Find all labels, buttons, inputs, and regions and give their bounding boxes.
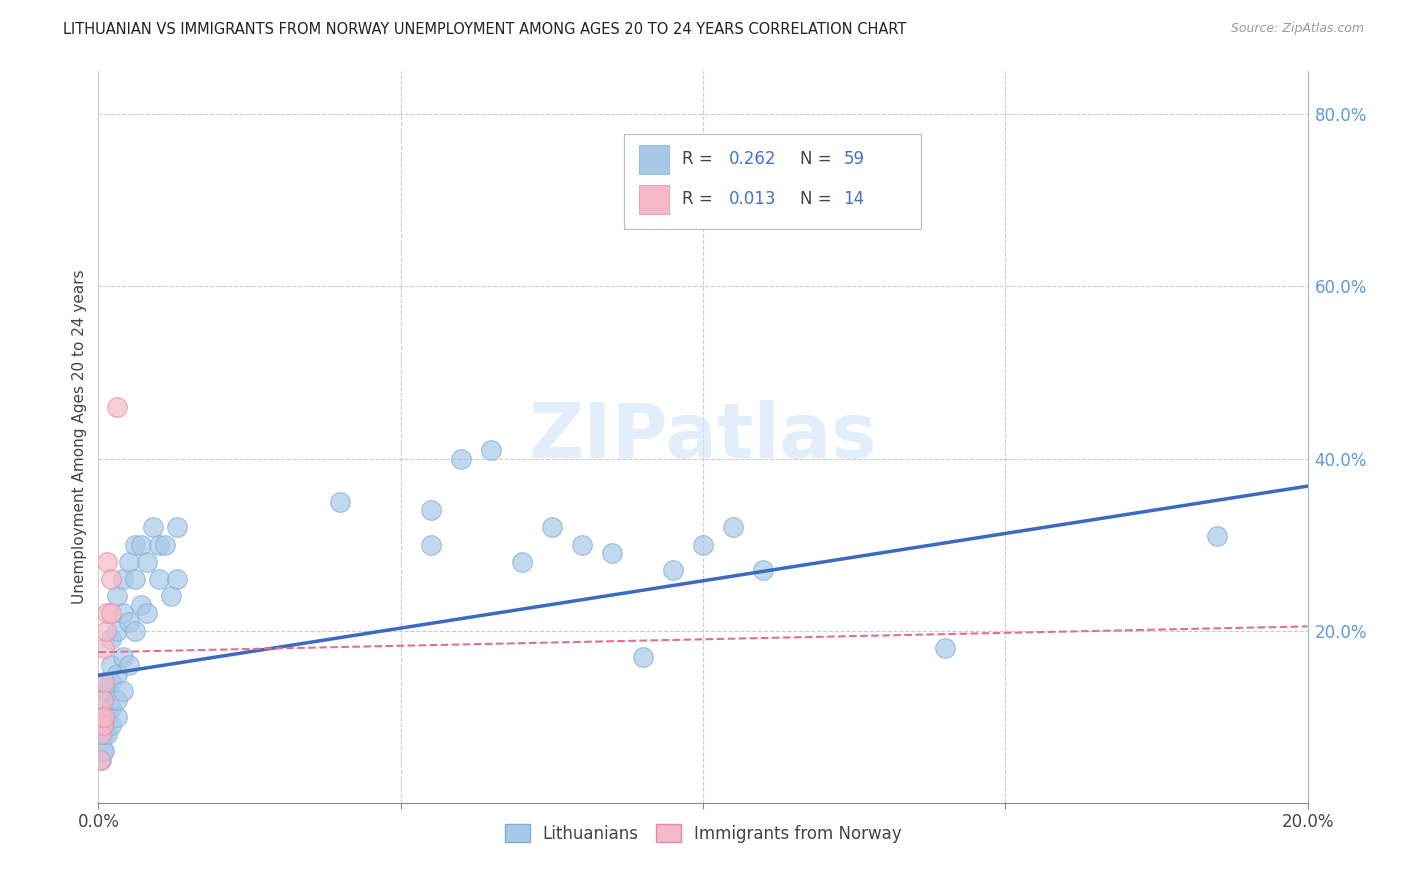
Point	[111, 684, 134, 698]
Point	[450, 451, 472, 466]
Point	[329, 494, 352, 508]
Text: R =: R =	[682, 190, 718, 209]
Point	[96, 684, 118, 698]
Point	[90, 710, 112, 724]
Point	[91, 718, 114, 732]
Point	[934, 640, 956, 655]
Point	[90, 753, 112, 767]
Point	[481, 442, 503, 457]
Point	[105, 666, 128, 681]
FancyBboxPatch shape	[624, 134, 921, 228]
Point	[93, 744, 115, 758]
Point	[166, 520, 188, 534]
Point	[540, 520, 562, 534]
Point	[89, 753, 111, 767]
Text: 0.013: 0.013	[728, 190, 776, 209]
Point	[100, 658, 122, 673]
Text: 59: 59	[844, 150, 865, 168]
Point	[148, 538, 170, 552]
Y-axis label: Unemployment Among Ages 20 to 24 years: Unemployment Among Ages 20 to 24 years	[72, 269, 87, 605]
Point	[142, 520, 165, 534]
Point	[723, 520, 745, 534]
FancyBboxPatch shape	[638, 145, 669, 174]
Point	[420, 538, 443, 552]
Point	[1206, 529, 1229, 543]
Point	[111, 649, 134, 664]
Point	[692, 538, 714, 552]
Point	[100, 701, 122, 715]
Point	[96, 607, 118, 621]
Point	[90, 727, 112, 741]
Text: N =: N =	[800, 190, 837, 209]
Point	[105, 589, 128, 603]
Point	[124, 538, 146, 552]
Point	[661, 564, 683, 578]
Point	[510, 555, 533, 569]
Text: R =: R =	[682, 150, 718, 168]
Point	[420, 503, 443, 517]
Text: N =: N =	[800, 150, 837, 168]
Text: LITHUANIAN VS IMMIGRANTS FROM NORWAY UNEMPLOYMENT AMONG AGES 20 TO 24 YEARS CORR: LITHUANIAN VS IMMIGRANTS FROM NORWAY UNE…	[63, 22, 907, 37]
Point	[100, 675, 122, 690]
Point	[105, 400, 128, 414]
Point	[96, 555, 118, 569]
FancyBboxPatch shape	[638, 185, 669, 214]
Point	[571, 538, 593, 552]
Point	[602, 546, 624, 560]
Text: ZIPatlas: ZIPatlas	[529, 401, 877, 474]
Point	[96, 710, 118, 724]
Point	[100, 718, 122, 732]
Point	[129, 538, 152, 552]
Point	[124, 572, 146, 586]
Point	[93, 710, 115, 724]
Point	[100, 607, 122, 621]
Point	[105, 624, 128, 638]
Point	[111, 572, 134, 586]
Point	[90, 727, 112, 741]
Point	[93, 640, 115, 655]
Point	[100, 572, 122, 586]
Point	[166, 572, 188, 586]
Point	[93, 710, 115, 724]
Point	[96, 727, 118, 741]
Point	[91, 692, 114, 706]
Legend: Lithuanians, Immigrants from Norway: Lithuanians, Immigrants from Norway	[498, 818, 908, 849]
Point	[129, 598, 152, 612]
Point	[124, 624, 146, 638]
Point	[135, 607, 157, 621]
Text: 14: 14	[844, 190, 865, 209]
Point	[752, 564, 775, 578]
Point	[153, 538, 176, 552]
Text: Source: ZipAtlas.com: Source: ZipAtlas.com	[1230, 22, 1364, 36]
Point	[105, 692, 128, 706]
Point	[118, 555, 141, 569]
Point	[93, 692, 115, 706]
Point	[105, 710, 128, 724]
Point	[93, 675, 115, 690]
Point	[93, 675, 115, 690]
Point	[91, 718, 114, 732]
Point	[135, 555, 157, 569]
Text: 0.262: 0.262	[728, 150, 776, 168]
Point	[91, 744, 114, 758]
Point	[111, 607, 134, 621]
Point	[93, 727, 115, 741]
Point	[96, 624, 118, 638]
Point	[160, 589, 183, 603]
Point	[118, 658, 141, 673]
Point	[631, 649, 654, 664]
Point	[100, 632, 122, 647]
Point	[148, 572, 170, 586]
Point	[118, 615, 141, 629]
